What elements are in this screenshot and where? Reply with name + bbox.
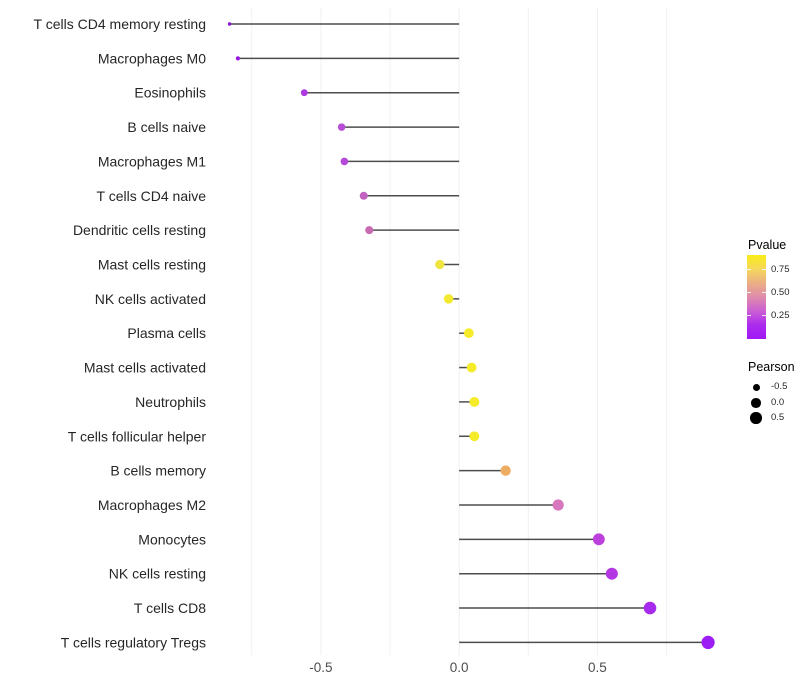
lollipop-dot (365, 226, 374, 235)
colorbar-tick (762, 315, 766, 316)
y-axis-label: Macrophages M2 (98, 497, 206, 513)
pvalue-tick-label: 0.75 (771, 264, 790, 275)
y-axis-label: Mast cells resting (98, 256, 206, 272)
y-axis-label: NK cells activated (95, 291, 206, 307)
y-axis-label: Eosinophils (134, 85, 206, 101)
colorbar-tick (762, 292, 766, 293)
pearson-size-label: 0.0 (771, 397, 785, 408)
pvalue-colorbar (747, 255, 766, 339)
pearson-size-dot (752, 383, 760, 391)
y-axis-label: Macrophages M0 (98, 50, 206, 66)
lollipop-dot (469, 396, 480, 407)
lollipop-dot (701, 635, 715, 650)
lollipop-dot (435, 259, 445, 270)
pvalue-tick-label: 0.25 (771, 310, 790, 321)
pearson-size-label: 0.5 (771, 412, 785, 423)
colorbar-tick (747, 315, 751, 316)
pearson-legend: Pearson -0.5 0.0 0.5 (740, 360, 800, 435)
y-axis-label: B cells memory (110, 463, 206, 479)
lollipop-dot (340, 157, 349, 166)
lollipop-dot (500, 465, 511, 476)
x-axis-tick-label: 0.0 (450, 660, 469, 675)
lollipop-dot (466, 362, 477, 373)
pvalue-legend: Pvalue 0.75 0.50 0.25 (740, 238, 800, 339)
colorbar-tick (747, 292, 751, 293)
y-axis-label: T cells CD4 memory resting (34, 16, 206, 32)
lollipop-dot (592, 533, 605, 546)
lollipop-dot (552, 499, 564, 511)
y-axis-label: Dendritic cells resting (73, 222, 206, 238)
y-axis-label: Plasma cells (127, 325, 206, 341)
pearson-size-label: -0.5 (771, 381, 788, 392)
y-axis-label: Macrophages M1 (98, 153, 206, 169)
x-axis-tick-label: -0.5 (309, 660, 332, 675)
y-axis-label: T cells follicular helper (68, 428, 207, 444)
lollipop-dot (227, 22, 232, 26)
y-axis-label: T cells regulatory Tregs (61, 634, 206, 650)
y-axis-label: T cells CD8 (134, 600, 206, 616)
lollipop-dot (605, 567, 618, 580)
lollipop-dot (469, 431, 480, 442)
pvalue-legend-title: Pvalue (748, 238, 787, 252)
lollipop-dot (337, 123, 346, 131)
y-axis-label: B cells naive (127, 119, 206, 135)
y-axis-label: Neutrophils (135, 394, 206, 410)
y-axis-label: NK cells resting (109, 566, 206, 582)
y-axis-label: T cells CD4 naive (97, 188, 207, 204)
pearson-legend-title: Pearson (748, 360, 795, 374)
colorbar-tick (762, 269, 766, 270)
y-axis-label: Mast cells activated (84, 360, 206, 376)
x-axis-tick-label: 0.5 (588, 660, 607, 675)
lollipop-dot (463, 328, 474, 339)
lollipop-dot (443, 294, 454, 304)
pearson-size-dot (751, 398, 761, 408)
pearson-size-dot (750, 412, 762, 424)
y-axis-label: Monocytes (138, 531, 206, 547)
pvalue-tick-label: 0.50 (771, 287, 790, 298)
lollipop-dot (300, 89, 308, 97)
colorbar-tick (747, 269, 751, 270)
lollipop-dot (359, 191, 368, 200)
lollipop-dot (235, 56, 240, 61)
lollipop-dot (643, 601, 657, 615)
